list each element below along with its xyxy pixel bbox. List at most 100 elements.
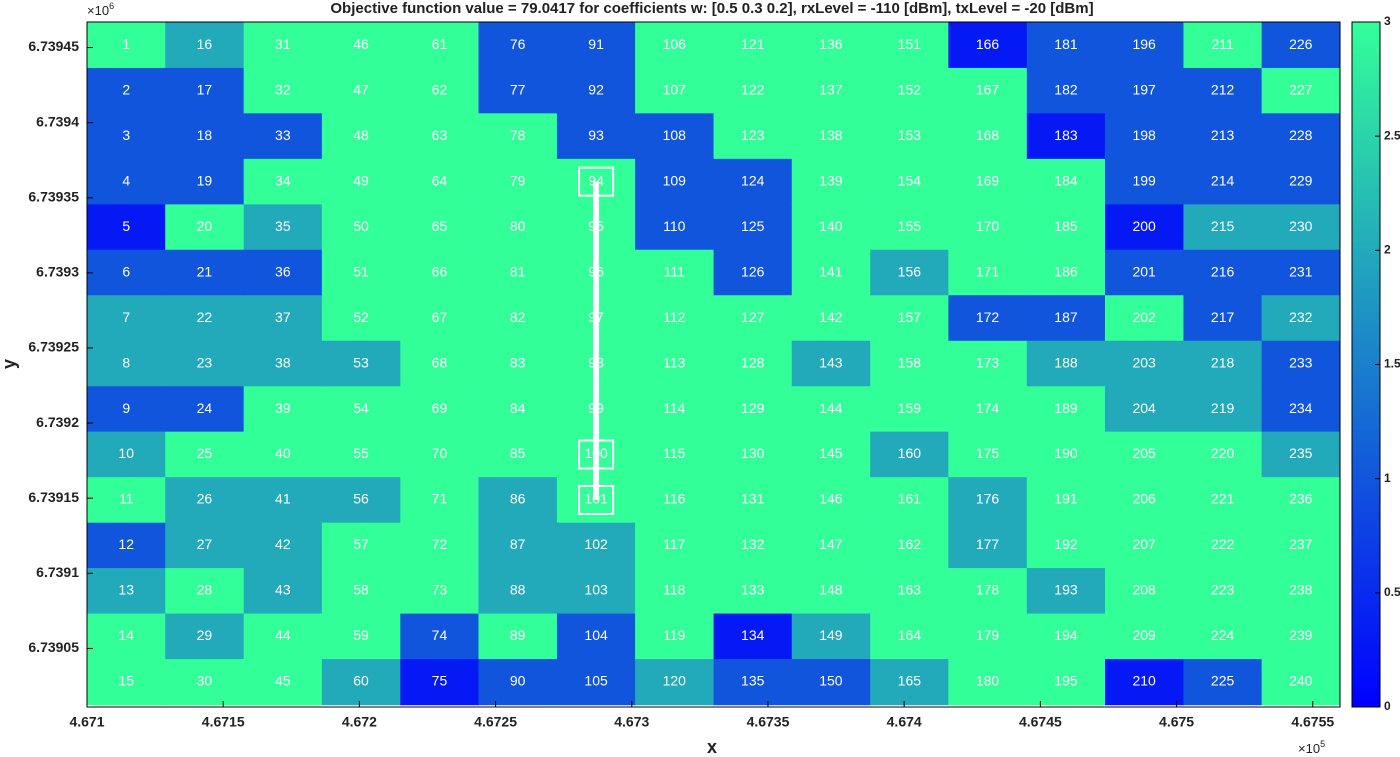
route-box <box>578 439 615 470</box>
cell-label: 195 <box>1054 673 1078 689</box>
cell <box>165 568 245 615</box>
cell <box>635 340 714 387</box>
cell <box>1026 295 1106 342</box>
cell <box>948 295 1028 342</box>
cell <box>243 431 323 478</box>
cell <box>321 522 401 569</box>
cell <box>243 477 323 524</box>
cell <box>321 204 401 251</box>
cell-label: 186 <box>1054 263 1078 279</box>
cell-label: 162 <box>898 536 922 552</box>
cell <box>243 22 323 69</box>
cell-label: 88 <box>510 582 526 598</box>
cell-label: 164 <box>898 627 922 643</box>
cell <box>635 431 714 478</box>
colorbar-tick-label: 2 <box>1384 243 1391 257</box>
cell <box>556 22 636 69</box>
cell-label: 14 <box>118 627 134 643</box>
cell <box>1183 522 1263 569</box>
cell <box>556 522 636 569</box>
cell-label: 91 <box>588 36 604 52</box>
cell <box>1104 477 1184 524</box>
cell-label: 11 <box>119 491 134 507</box>
cell-label: 142 <box>819 309 843 325</box>
cell-label: 196 <box>1132 36 1156 52</box>
y-tick-label: 6.73905 <box>28 639 79 655</box>
cell <box>791 340 871 387</box>
cell-label: 215 <box>1211 218 1235 234</box>
cell-label: 58 <box>353 582 369 598</box>
cell <box>713 113 793 160</box>
cell <box>635 158 714 206</box>
cell <box>1026 431 1106 478</box>
cell-label: 70 <box>432 445 448 461</box>
cell-label: 41 <box>275 491 291 507</box>
cell <box>400 568 480 615</box>
cell-label: 118 <box>663 582 686 598</box>
cell <box>1026 568 1106 615</box>
cell <box>1104 522 1184 569</box>
cell-label: 83 <box>510 354 526 370</box>
cell-label: 5 <box>122 218 130 234</box>
cell <box>791 431 871 478</box>
cell-label: 44 <box>275 627 291 643</box>
cell-label: 128 <box>741 354 765 370</box>
cell-label: 86 <box>510 491 526 507</box>
cell <box>165 431 245 478</box>
cell-label: 182 <box>1054 82 1078 98</box>
cell-label: 21 <box>197 263 213 279</box>
cell <box>1026 158 1106 206</box>
cell <box>165 204 245 251</box>
cell-label: 73 <box>432 582 448 598</box>
cell <box>1104 22 1184 69</box>
cell <box>635 659 714 706</box>
cell <box>556 67 636 115</box>
cell <box>948 67 1028 115</box>
cell <box>556 659 636 706</box>
cell <box>635 67 714 115</box>
cell <box>478 477 558 524</box>
cell-label: 240 <box>1289 673 1313 689</box>
cell <box>1026 477 1106 524</box>
cell <box>243 158 323 206</box>
x-tick-label: 4.674 <box>887 714 922 730</box>
cell-label: 76 <box>510 36 526 52</box>
cell-label: 84 <box>510 400 526 416</box>
cell-label: 132 <box>741 536 765 552</box>
cell-label: 15 <box>118 673 134 689</box>
cell-label: 105 <box>584 673 608 689</box>
cell <box>870 431 950 478</box>
cell-label: 203 <box>1132 354 1156 370</box>
cell <box>243 386 323 433</box>
cell <box>478 204 558 251</box>
cell <box>165 386 245 433</box>
cell-label: 82 <box>510 309 526 325</box>
cell <box>948 386 1028 433</box>
cell <box>948 158 1028 206</box>
cell <box>870 613 950 660</box>
cell <box>948 659 1028 706</box>
cell-label: 179 <box>976 627 1000 643</box>
cell <box>87 158 166 206</box>
cell-label: 43 <box>275 582 291 598</box>
cell <box>87 340 166 387</box>
cell-label: 24 <box>197 400 213 416</box>
cell-label: 115 <box>663 445 686 461</box>
cell-label: 148 <box>819 582 843 598</box>
cell <box>87 67 166 115</box>
cell <box>321 659 401 706</box>
cell <box>400 22 480 69</box>
cell <box>713 659 793 706</box>
cell <box>948 113 1028 160</box>
cell-label: 87 <box>510 536 526 552</box>
cell <box>948 522 1028 569</box>
cell <box>791 568 871 615</box>
cell-label: 192 <box>1054 536 1078 552</box>
cell <box>635 386 714 433</box>
cell <box>791 659 871 706</box>
cell-label: 53 <box>353 354 369 370</box>
cell-label: 22 <box>197 309 213 325</box>
cell <box>870 158 950 206</box>
cell <box>1104 295 1184 342</box>
